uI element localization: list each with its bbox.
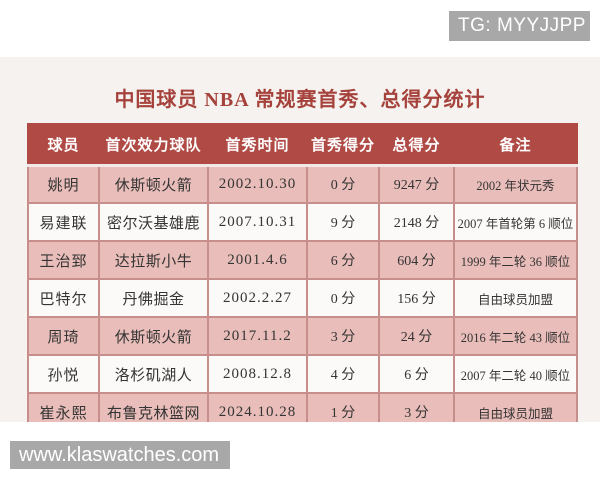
cell-date: 2017.11.2 bbox=[207, 316, 308, 356]
cell-date: 2002.2.27 bbox=[207, 278, 308, 318]
cell-player: 王治郅 bbox=[27, 240, 100, 280]
cell-total: 9247 分 bbox=[378, 164, 455, 204]
table-row: 王治郅 达拉斯小牛 2001.4.6 6 分 604 分 1999 年二轮 36 顺位 bbox=[27, 240, 578, 280]
cell-date: 2008.12.8 bbox=[207, 354, 308, 394]
cell-player: 孙悦 bbox=[27, 354, 100, 394]
cell-date: 2007.10.31 bbox=[207, 202, 308, 242]
cell-remark: 自由球员加盟 bbox=[453, 278, 578, 318]
table-header: 球员 首次效力球队 首秀时间 首秀得分 总得分 备注 bbox=[27, 123, 578, 167]
column-header-date: 首秀时间 bbox=[207, 123, 308, 167]
column-header-remark: 备注 bbox=[453, 123, 578, 167]
column-header-team: 首次效力球队 bbox=[98, 123, 209, 167]
cell-player: 易建联 bbox=[27, 202, 100, 242]
cell-total: 6 分 bbox=[378, 354, 455, 394]
column-header-player: 球员 bbox=[27, 123, 100, 167]
cell-date: 2024.10.28 bbox=[207, 392, 308, 422]
telegram-watermark-badge: TG: MYYJJPP bbox=[449, 11, 590, 41]
cell-debut: 0 分 bbox=[306, 164, 380, 204]
cell-player: 姚明 bbox=[27, 164, 100, 204]
cell-team: 达拉斯小牛 bbox=[98, 240, 209, 280]
cell-total: 604 分 bbox=[378, 240, 455, 280]
cell-remark: 2002 年状元秀 bbox=[453, 164, 578, 204]
cell-debut: 1 分 bbox=[306, 392, 380, 422]
cell-team: 丹佛掘金 bbox=[98, 278, 209, 318]
cell-team: 布鲁克林篮网 bbox=[98, 392, 209, 422]
cell-team: 休斯顿火箭 bbox=[98, 164, 209, 204]
cell-team: 洛杉矶湖人 bbox=[98, 354, 209, 394]
website-watermark-badge: www.klaswatches.com bbox=[10, 441, 230, 469]
column-header-total: 总得分 bbox=[378, 123, 455, 167]
cell-total: 156 分 bbox=[378, 278, 455, 318]
cell-total: 24 分 bbox=[378, 316, 455, 356]
table-body: 姚明 休斯顿火箭 2002.10.30 0 分 9247 分 2002 年状元秀 易建联 密尔… bbox=[27, 164, 578, 422]
column-header-debut: 首秀得分 bbox=[306, 123, 380, 167]
cell-debut: 6 分 bbox=[306, 240, 380, 280]
cell-remark: 2016 年二轮 43 顺位 bbox=[453, 316, 578, 356]
table-row: 姚明 休斯顿火箭 2002.10.30 0 分 9247 分 2002 年状元秀 bbox=[27, 164, 578, 204]
cell-debut: 3 分 bbox=[306, 316, 380, 356]
cell-debut: 0 分 bbox=[306, 278, 380, 318]
cell-date: 2002.10.30 bbox=[207, 164, 308, 204]
cell-player: 巴特尔 bbox=[27, 278, 100, 318]
cell-player: 崔永熙 bbox=[27, 392, 100, 422]
stats-card: 中国球员 NBA 常规赛首秀、总得分统计 球员 首次效力球队 首秀时间 首秀得分 总得分… bbox=[0, 57, 600, 422]
page-title: 中国球员 NBA 常规赛首秀、总得分统计 bbox=[114, 89, 486, 111]
table-row: 周琦 休斯顿火箭 2017.11.2 3 分 24 分 2016 年二轮 43 顺位 bbox=[27, 316, 578, 356]
cell-total: 3 分 bbox=[378, 392, 455, 422]
cell-remark: 2007 年首轮第 6 顺位 bbox=[453, 202, 578, 242]
stats-table: 球员 首次效力球队 首秀时间 首秀得分 总得分 备注 姚明 休斯顿火箭 2002.10.30 0… bbox=[27, 123, 578, 422]
cell-total: 2148 分 bbox=[378, 202, 455, 242]
cell-debut: 9 分 bbox=[306, 202, 380, 242]
cell-date: 2001.4.6 bbox=[207, 240, 308, 280]
cell-player: 周琦 bbox=[27, 316, 100, 356]
cell-debut: 4 分 bbox=[306, 354, 380, 394]
cell-remark: 1999 年二轮 36 顺位 bbox=[453, 240, 578, 280]
header-row: 球员 首次效力球队 首秀时间 首秀得分 总得分 备注 bbox=[27, 123, 578, 167]
cell-team: 休斯顿火箭 bbox=[98, 316, 209, 356]
table-row: 巴特尔 丹佛掘金 2002.2.27 0 分 156 分自由球员加盟 bbox=[27, 278, 578, 318]
table-row: 易建联 密尔沃基雄鹿 2007.10.31 9 分 2148 分 2007 年首轮第 6 … bbox=[27, 202, 578, 242]
cell-team: 密尔沃基雄鹿 bbox=[98, 202, 209, 242]
cell-remark: 2007 年二轮 40 顺位 bbox=[453, 354, 578, 394]
cell-remark: 自由球员加盟 bbox=[453, 392, 578, 422]
